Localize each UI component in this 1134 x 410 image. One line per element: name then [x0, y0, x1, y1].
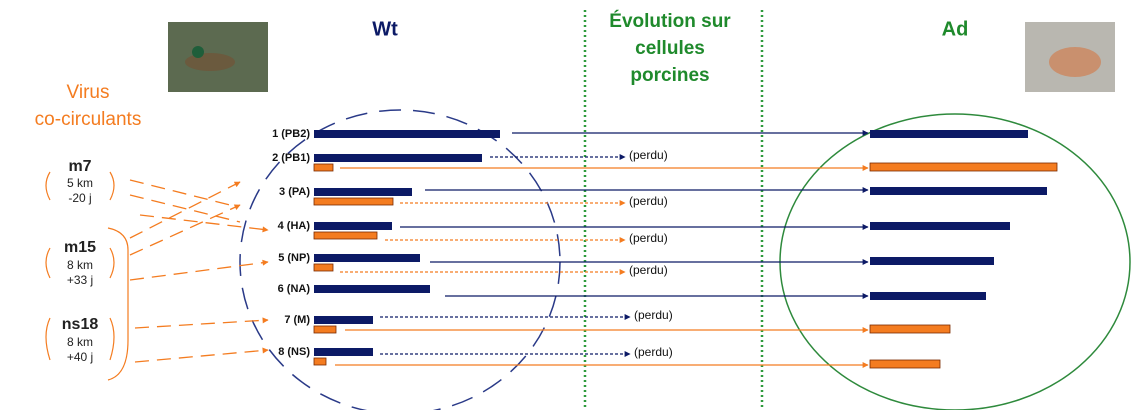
segment-bar: [314, 164, 333, 171]
column-title: Ad: [942, 18, 969, 40]
ad-segment-bar: [870, 360, 940, 368]
segment-label: 2 (PB1): [272, 152, 310, 164]
segment-label: 8 (NS): [278, 346, 310, 358]
ad-segment-bar: [870, 222, 1010, 230]
segment-bar: [314, 222, 392, 230]
ad-segment-bar: [870, 163, 1057, 171]
segment-label: 1 (PB2): [272, 128, 310, 140]
segment-bar: [314, 316, 373, 324]
panel-title: Virus: [67, 82, 110, 103]
segment-bar: [314, 188, 412, 196]
virus-distance: 8 km: [67, 335, 93, 349]
column-title: porcines: [630, 65, 709, 86]
segment-bar: [314, 358, 326, 365]
segment-bar: [314, 130, 500, 138]
origin-lines: [130, 180, 268, 362]
lost-label: (perdu): [629, 148, 668, 162]
virus-distance: 8 km: [67, 258, 93, 272]
lost-label: (perdu): [629, 263, 668, 277]
ad-segment-bar: [870, 257, 994, 265]
segment-label: 3 (PA): [279, 186, 310, 198]
virus-delay: +40 j: [67, 350, 93, 364]
ad-segment-bar: [870, 325, 950, 333]
column-title: Wt: [372, 18, 398, 40]
ad-segment-bar: [870, 187, 1047, 195]
virus-distance: 5 km: [67, 176, 93, 190]
segment-bar: [314, 254, 420, 262]
duck-photo: [168, 22, 268, 92]
lost-label: (perdu): [629, 194, 668, 208]
segment-bar: [314, 326, 336, 333]
lost-label: (perdu): [629, 231, 668, 245]
column-title: Évolution sur: [609, 10, 731, 32]
pig-photo: [1025, 22, 1115, 92]
ad-segment-bar: [870, 130, 1028, 138]
virus-name: m15: [64, 239, 96, 256]
panel-title: co-circulants: [35, 109, 142, 130]
segment-bar: [314, 154, 482, 162]
diagram: Wt Ad Virus co-circulants Évolution sur c…: [0, 0, 1134, 410]
column-title: cellules: [635, 38, 705, 59]
lost-label: (perdu): [634, 345, 673, 359]
lost-label: (perdu): [634, 308, 673, 322]
segment-bar: [314, 285, 430, 293]
virus-name: ns18: [62, 316, 99, 333]
ad-segment-bar: [870, 292, 986, 300]
segment-bar: [314, 264, 333, 271]
virus-name: m7: [68, 158, 91, 175]
virus-delay: -20 j: [68, 191, 91, 205]
segment-bar: [314, 198, 393, 205]
segment-bar: [314, 232, 377, 239]
segment-label: 6 (NA): [278, 283, 311, 295]
segment-label: 5 (NP): [278, 252, 310, 264]
virus-delay: +33 j: [67, 273, 93, 287]
segment-label: 4 (HA): [278, 220, 311, 232]
segment-bar: [314, 348, 373, 356]
segment-label: 7 (M): [284, 314, 310, 326]
